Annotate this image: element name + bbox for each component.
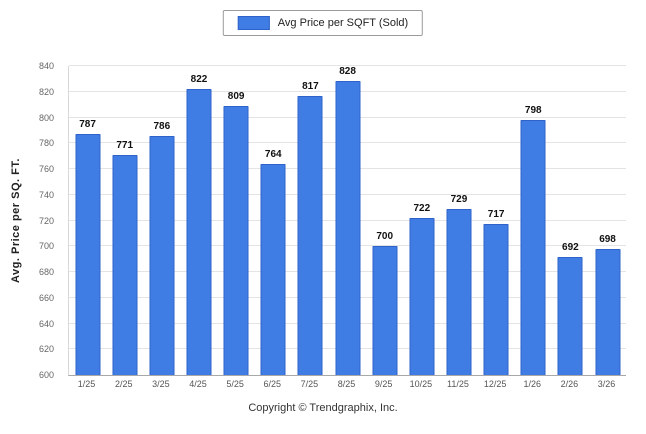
y-axis-ticks: 600 620 640 660 680 700 720 740 760 780 800 820 840 (0, 61, 62, 380)
x-tick-label: 11/25 (447, 379, 469, 389)
x-tick-label: 4/25 (189, 379, 207, 389)
bar-value-label: 717 (487, 209, 505, 221)
legend-box: Avg Price per SQFT (Sold) (222, 10, 424, 36)
bar-column: 722 (403, 66, 440, 375)
x-tick-label: 3/25 (152, 379, 170, 389)
bar (149, 135, 175, 375)
y-tick-label: 600 (38, 370, 54, 380)
gridline (69, 65, 626, 66)
bar-column: 764 (255, 66, 292, 375)
bar-value-label: 722 (413, 202, 431, 214)
bar (483, 224, 509, 375)
bar (223, 105, 249, 375)
bar-value-label: 798 (524, 105, 542, 117)
bar-column: 786 (143, 66, 180, 375)
x-tick-label: 3/26 (597, 379, 616, 389)
x-tick-label: 10/25 (409, 379, 433, 389)
x-tick-label: 7/25 (300, 379, 319, 389)
y-tick-label: 680 (38, 267, 54, 277)
bar-value-label: 729 (450, 193, 468, 205)
bar-column: 822 (180, 66, 217, 375)
y-tick-label: 660 (38, 292, 54, 303)
x-tick-label: 9/25 (374, 379, 393, 389)
bar-value-label: 817 (302, 80, 319, 92)
bar (112, 154, 138, 375)
x-tick-label: 2/25 (114, 379, 133, 389)
x-tick-label: 1/26 (523, 379, 542, 389)
y-tick-label: 720 (38, 215, 54, 226)
bar-column: 798 (515, 66, 552, 375)
bar-column: 692 (552, 66, 589, 375)
bar (335, 81, 361, 375)
x-tick-label: 8/25 (337, 379, 356, 389)
y-tick-label: 760 (38, 164, 54, 174)
bar-column: 698 (589, 66, 626, 375)
bar-column: 828 (329, 66, 366, 375)
bar (75, 134, 101, 375)
y-tick-label: 620 (38, 344, 54, 355)
y-tick-label: 780 (38, 138, 54, 149)
bar-value-label: 787 (79, 119, 96, 131)
bar-column: 700 (366, 66, 403, 375)
bar-column: 771 (106, 66, 143, 375)
bar (260, 163, 286, 375)
bar-column: 729 (440, 66, 477, 375)
x-tick-label: 12/25 (483, 379, 507, 389)
bars-container: 787 771 786 822 809 764 817 828 700 722 729 717 798 6… (69, 66, 626, 375)
y-tick-label: 800 (38, 112, 54, 123)
y-tick-label: 640 (38, 318, 54, 329)
bar-value-label: 786 (153, 120, 171, 132)
y-tick-label: 700 (38, 241, 54, 252)
bar (409, 217, 435, 375)
x-tick-label: 6/25 (263, 379, 282, 389)
bar-value-label: 700 (376, 231, 394, 243)
y-tick-label: 740 (38, 189, 54, 200)
bar-value-label: 809 (227, 90, 245, 102)
bar-column: 717 (478, 66, 515, 375)
bar (446, 208, 472, 375)
bar-value-label: 828 (339, 66, 356, 78)
plot-area: 787 771 786 822 809 764 817 828 700 722 729 717 798 6… (68, 65, 626, 376)
bar-value-label: 692 (562, 241, 579, 253)
copyright-text: Copyright © Trendgraphix, Inc. (248, 402, 398, 414)
bar-column: 817 (292, 66, 329, 375)
legend-swatch (237, 16, 270, 30)
bar-value-label: 771 (116, 139, 134, 151)
x-axis-ticks: 1/25 2/25 3/25 4/25 5/25 6/25 7/25 8/25 9/25 10/2… (68, 379, 625, 389)
x-tick-label: 1/25 (77, 379, 96, 389)
bar-value-label: 764 (264, 148, 282, 160)
bar-column: 787 (69, 66, 106, 375)
bar (595, 248, 621, 375)
bar (297, 95, 323, 375)
bar-column: 809 (218, 66, 255, 375)
bar-value-label: 698 (599, 233, 616, 245)
bar (520, 120, 546, 375)
bar (186, 89, 212, 375)
y-tick-label: 840 (38, 61, 54, 71)
y-tick-label: 820 (38, 86, 54, 97)
legend-label: Avg Price per SQFT (Sold) (277, 17, 409, 29)
bar-value-label: 822 (190, 74, 208, 86)
bar (557, 256, 583, 375)
x-tick-label: 2/26 (560, 379, 579, 389)
x-tick-label: 5/25 (226, 379, 244, 389)
bar (372, 246, 398, 375)
